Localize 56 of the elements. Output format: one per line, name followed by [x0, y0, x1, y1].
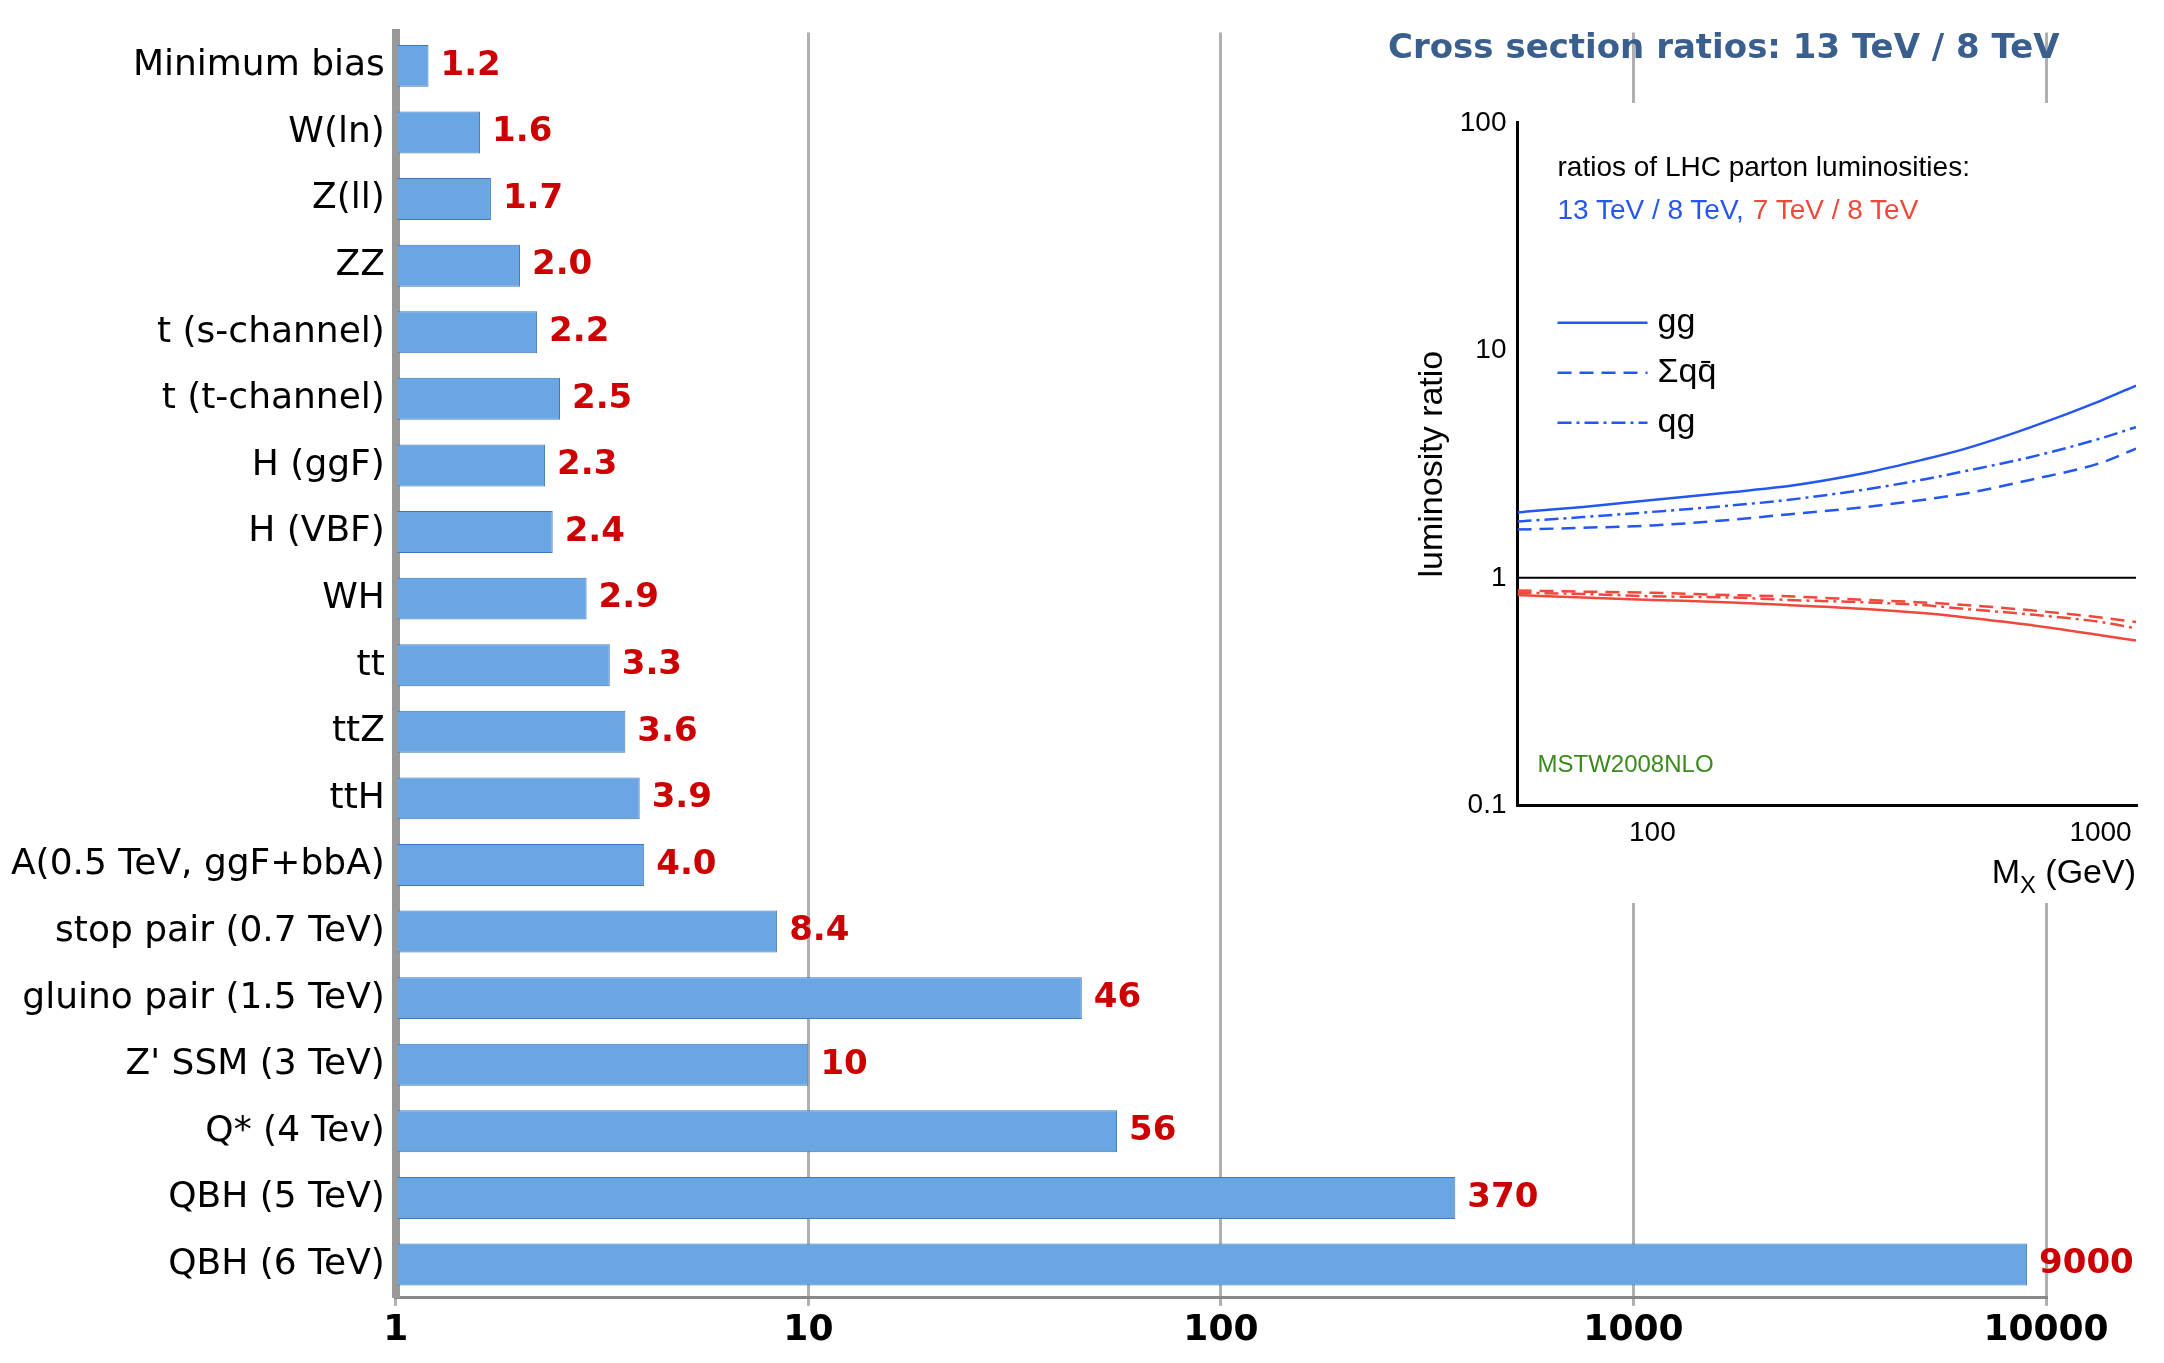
data-label: 1.2 — [440, 42, 501, 83]
data-label: 2.3 — [557, 442, 618, 483]
x-tick-label: 100 — [1183, 1306, 1259, 1348]
chart-title: Cross section ratios: 13 TeV / 8 TeV — [1388, 26, 2060, 66]
annotation: 7 TeV / 8 TeV — [1752, 193, 1919, 225]
data-label: 4.0 — [656, 841, 717, 882]
data-label: 2.4 — [564, 508, 625, 549]
data-label: 2.0 — [532, 242, 593, 283]
data-label: 10 — [820, 1041, 868, 1082]
y-tick-label: WH — [322, 574, 385, 616]
data-label: 3.9 — [651, 775, 712, 816]
y-tick-label: 10 — [1475, 333, 1507, 365]
data-label: 1.6 — [492, 109, 553, 150]
annotation: ratios of LHC parton luminosities: — [1557, 150, 1970, 182]
x-tick-label: 10000 — [1983, 1306, 2109, 1348]
annotation: MSTW2008NLO — [1537, 750, 1714, 778]
y-tick-label: ttH — [329, 774, 385, 816]
data-label: 8.4 — [789, 908, 850, 949]
data-label: 9000 — [2039, 1241, 2134, 1282]
y-tick-label: Z' SSM (3 TeV) — [125, 1041, 385, 1083]
data-label: 2.9 — [598, 575, 659, 616]
data-label: 370 — [1467, 1174, 1539, 1215]
x-tick-label: 10 — [783, 1306, 834, 1348]
data-label: 56 — [1129, 1108, 1177, 1149]
data-label: 2.5 — [572, 375, 633, 416]
y-tick-label: H (ggF) — [251, 441, 385, 483]
y-tick-label: t (t-channel) — [161, 375, 385, 417]
data-label: 1.7 — [502, 175, 564, 216]
y-tick-label: Z(ll) — [312, 175, 385, 217]
data-label: 46 — [1093, 974, 1142, 1015]
y-tick-label: Q* (4 Tev) — [205, 1107, 385, 1149]
y-tick-label: Minimum bias — [132, 42, 385, 84]
y-tick-label: tt — [356, 641, 385, 683]
legend-label: Σqq̄ — [1657, 351, 1717, 390]
y-tick-label: t (s-channel) — [156, 308, 385, 350]
y-tick-label: W(ln) — [288, 108, 385, 150]
y-tick-label: stop pair (0.7 TeV) — [55, 907, 385, 949]
y-tick-label: QBH (5 TeV) — [168, 1174, 385, 1216]
data-label: 3.3 — [621, 642, 682, 683]
x-tick-label: 1000 — [1583, 1306, 1684, 1348]
y-tick-label: A(0.5 TeV, ggF+bbA) — [10, 841, 385, 883]
data-label: 3.6 — [637, 708, 698, 749]
y-axis-title: luminosity ratio — [1410, 350, 1449, 578]
legend-label: gg — [1657, 301, 1696, 340]
legend-label: qg — [1657, 401, 1696, 440]
y-tick-label: ZZ — [335, 242, 385, 284]
y-tick-label: H (VBF) — [248, 508, 385, 550]
annotation: 13 TeV / 8 TeV, — [1557, 193, 1744, 225]
y-tick-label: ttZ — [331, 708, 385, 750]
x-tick-label: 1000 — [2069, 815, 2132, 847]
data-label: 2.2 — [549, 309, 610, 350]
y-tick-label: QBH (6 TeV) — [168, 1240, 385, 1282]
y-tick-label: gluino pair (1.5 TeV) — [22, 974, 385, 1016]
y-tick-label: 0.1 — [1467, 788, 1507, 820]
y-tick-label: 100 — [1459, 105, 1507, 137]
y-tick-label: 1 — [1490, 560, 1507, 592]
